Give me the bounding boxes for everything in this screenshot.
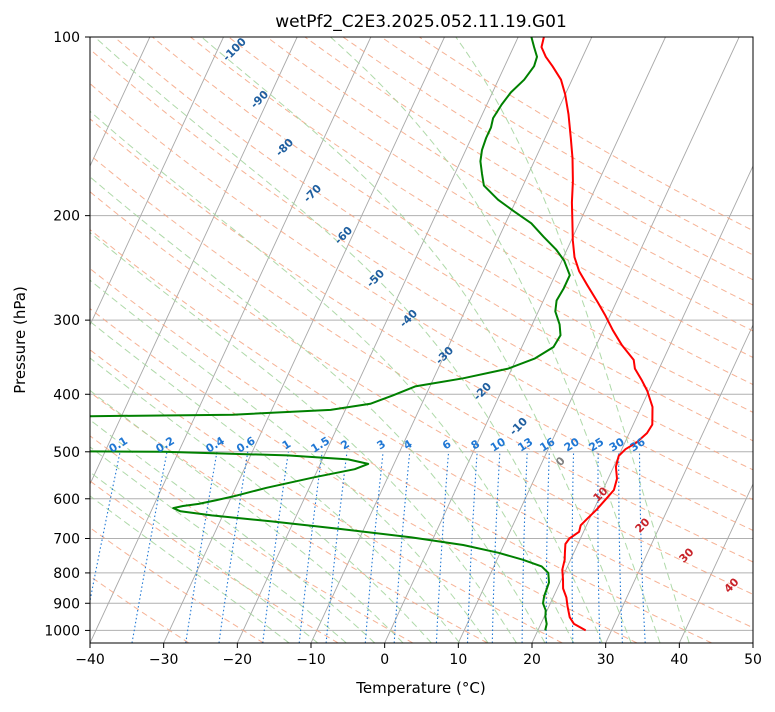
y-axis-label: Pressure (hPa) — [11, 286, 29, 394]
x-tick-label: 50 — [744, 652, 762, 668]
y-tick-label: 300 — [53, 313, 80, 329]
x-tick-label: −30 — [149, 652, 179, 668]
x-axis-label: Temperature (°C) — [355, 679, 485, 697]
x-tick-label: 40 — [670, 652, 688, 668]
x-tick-label: 20 — [523, 652, 541, 668]
y-tick-label: 800 — [53, 566, 80, 582]
x-tick-label: 0 — [380, 652, 389, 668]
x-tick-label: −20 — [223, 652, 253, 668]
y-tick-label: 100 — [53, 30, 80, 46]
chart-title: wetPf2_C2E3.2025.052.11.19.G01 — [275, 12, 567, 32]
x-tick-label: −40 — [75, 652, 105, 668]
x-tick-label: 10 — [449, 652, 467, 668]
y-tick-label: 400 — [53, 387, 80, 403]
x-tick-label: −10 — [296, 652, 326, 668]
y-tick-label: 600 — [53, 492, 80, 508]
x-tick-label: 30 — [597, 652, 615, 668]
y-tick-label: 200 — [53, 209, 80, 225]
y-tick-label: 500 — [53, 445, 80, 461]
y-tick-label: 900 — [53, 596, 80, 612]
y-tick-label: 1000 — [44, 623, 80, 639]
y-tick-label: 700 — [53, 532, 80, 548]
